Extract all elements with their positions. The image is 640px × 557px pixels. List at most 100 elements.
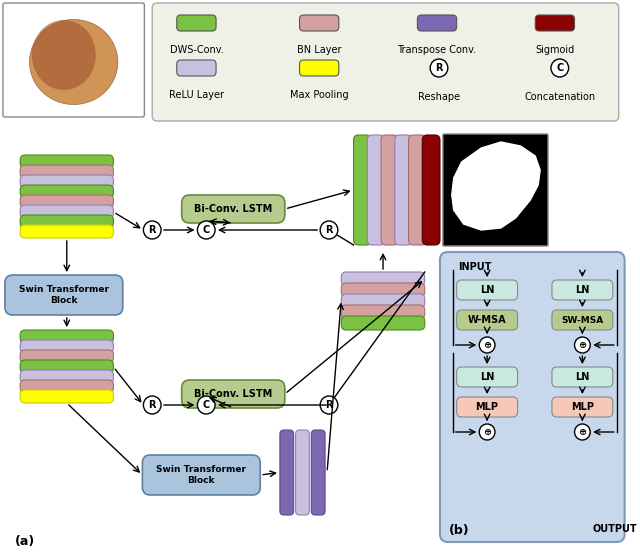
Circle shape — [320, 221, 338, 239]
FancyBboxPatch shape — [408, 135, 426, 245]
Text: Bi-Conv. LSTM: Bi-Conv. LSTM — [194, 204, 273, 214]
FancyBboxPatch shape — [3, 3, 145, 117]
FancyBboxPatch shape — [20, 225, 113, 238]
Circle shape — [479, 424, 495, 440]
FancyBboxPatch shape — [5, 275, 123, 315]
Circle shape — [430, 59, 448, 77]
FancyBboxPatch shape — [367, 135, 385, 245]
FancyBboxPatch shape — [20, 360, 113, 373]
FancyBboxPatch shape — [552, 367, 613, 387]
FancyBboxPatch shape — [552, 397, 613, 417]
FancyBboxPatch shape — [20, 165, 113, 178]
FancyBboxPatch shape — [457, 397, 518, 417]
Text: LN: LN — [480, 285, 494, 295]
Text: BN Layer: BN Layer — [297, 45, 341, 55]
Circle shape — [551, 59, 568, 77]
Text: Concatenation: Concatenation — [524, 92, 595, 102]
FancyBboxPatch shape — [20, 175, 113, 188]
Text: (a): (a) — [15, 535, 35, 548]
FancyBboxPatch shape — [20, 370, 113, 383]
FancyBboxPatch shape — [422, 135, 440, 245]
Text: MLP: MLP — [476, 402, 499, 412]
Circle shape — [575, 424, 590, 440]
FancyBboxPatch shape — [395, 135, 412, 245]
Text: ⊕: ⊕ — [579, 427, 586, 437]
Text: INPUT: INPUT — [458, 262, 491, 272]
Text: OUTPUT: OUTPUT — [593, 524, 637, 534]
Text: LN: LN — [575, 372, 589, 382]
Ellipse shape — [32, 20, 96, 90]
FancyBboxPatch shape — [20, 205, 113, 218]
Text: Transpose Conv.: Transpose Conv. — [397, 45, 477, 55]
FancyBboxPatch shape — [341, 283, 425, 297]
FancyBboxPatch shape — [20, 340, 113, 353]
Text: Bi-Conv. LSTM: Bi-Conv. LSTM — [194, 389, 273, 399]
Text: Swin Transformer
Block: Swin Transformer Block — [19, 285, 109, 305]
Text: Max Pooling: Max Pooling — [290, 90, 349, 100]
FancyBboxPatch shape — [440, 252, 625, 542]
FancyBboxPatch shape — [353, 135, 371, 245]
FancyBboxPatch shape — [341, 272, 425, 286]
FancyBboxPatch shape — [457, 310, 518, 330]
Text: SW-MSA: SW-MSA — [561, 315, 604, 325]
Text: ⊕: ⊕ — [483, 340, 491, 350]
FancyBboxPatch shape — [300, 15, 339, 31]
Polygon shape — [452, 142, 540, 230]
FancyBboxPatch shape — [457, 367, 518, 387]
FancyBboxPatch shape — [341, 316, 425, 330]
Text: LN: LN — [480, 372, 494, 382]
FancyBboxPatch shape — [20, 350, 113, 363]
Text: R: R — [148, 225, 156, 235]
Circle shape — [143, 396, 161, 414]
Text: R: R — [325, 225, 333, 235]
FancyBboxPatch shape — [417, 15, 457, 31]
Circle shape — [197, 396, 215, 414]
Text: C: C — [203, 225, 210, 235]
FancyBboxPatch shape — [182, 380, 285, 408]
FancyBboxPatch shape — [300, 60, 339, 76]
FancyBboxPatch shape — [535, 15, 575, 31]
FancyBboxPatch shape — [443, 134, 548, 246]
Text: R: R — [148, 400, 156, 410]
FancyBboxPatch shape — [177, 15, 216, 31]
Text: ⊕: ⊕ — [483, 427, 491, 437]
FancyBboxPatch shape — [381, 135, 399, 245]
FancyBboxPatch shape — [552, 310, 613, 330]
FancyBboxPatch shape — [152, 3, 619, 121]
Text: W-MSA: W-MSA — [468, 315, 506, 325]
FancyBboxPatch shape — [143, 455, 260, 495]
FancyBboxPatch shape — [20, 185, 113, 198]
FancyBboxPatch shape — [457, 280, 518, 300]
FancyBboxPatch shape — [311, 430, 325, 515]
Circle shape — [143, 221, 161, 239]
Text: LN: LN — [575, 285, 589, 295]
Text: DWS-Conv.: DWS-Conv. — [170, 45, 223, 55]
FancyBboxPatch shape — [20, 215, 113, 228]
Text: R: R — [325, 400, 333, 410]
FancyBboxPatch shape — [20, 390, 113, 403]
Circle shape — [575, 337, 590, 353]
FancyBboxPatch shape — [280, 430, 294, 515]
Text: R: R — [435, 63, 443, 73]
Ellipse shape — [29, 19, 118, 105]
FancyBboxPatch shape — [20, 195, 113, 208]
Text: Reshape: Reshape — [418, 92, 460, 102]
FancyBboxPatch shape — [296, 430, 309, 515]
Text: ⊕: ⊕ — [579, 340, 586, 350]
Text: (b): (b) — [449, 524, 470, 537]
Text: C: C — [556, 63, 563, 73]
FancyBboxPatch shape — [20, 330, 113, 343]
FancyBboxPatch shape — [20, 380, 113, 393]
FancyBboxPatch shape — [20, 155, 113, 168]
FancyBboxPatch shape — [182, 195, 285, 223]
Circle shape — [197, 221, 215, 239]
Text: ReLU Layer: ReLU Layer — [169, 90, 224, 100]
FancyBboxPatch shape — [341, 305, 425, 319]
FancyBboxPatch shape — [341, 294, 425, 308]
Text: Sigmoid: Sigmoid — [535, 45, 575, 55]
FancyBboxPatch shape — [177, 60, 216, 76]
Circle shape — [479, 337, 495, 353]
Circle shape — [320, 396, 338, 414]
Text: MLP: MLP — [571, 402, 594, 412]
Text: Swin Transformer
Block: Swin Transformer Block — [156, 465, 246, 485]
